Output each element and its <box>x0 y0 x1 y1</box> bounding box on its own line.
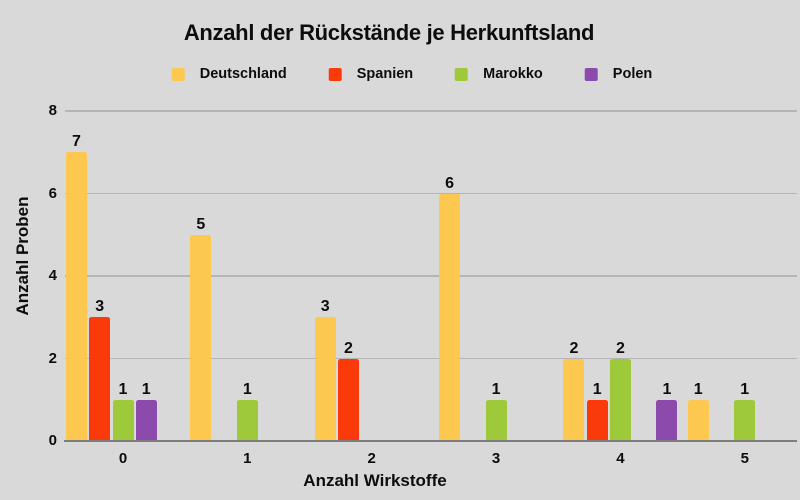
legend-swatch-polen <box>584 67 598 81</box>
bar-value-label: 1 <box>491 380 501 398</box>
x-tick-label-2: 2 <box>367 450 376 467</box>
gridline-y-4 <box>65 275 797 277</box>
x-tick-label-1: 1 <box>243 450 252 467</box>
y-tick-label-0: 0 <box>48 432 57 449</box>
y-tick-label-8: 8 <box>48 102 57 119</box>
bar-deutschland-group2 <box>314 317 336 441</box>
bar-marokko-group5 <box>734 399 756 441</box>
legend-item-marokko: Marokko <box>455 66 543 82</box>
bar-marokko-group4 <box>609 358 631 441</box>
x-axis-title: Anzahl Wirkstoffe <box>303 471 447 490</box>
bar-deutschland-group4 <box>563 358 585 441</box>
bar-value-label: 1 <box>662 380 672 398</box>
x-tick-label-0: 0 <box>118 450 128 467</box>
bar-polen-group4 <box>656 399 678 441</box>
legend-label: Spanien <box>356 66 414 82</box>
bar-spanien-group4 <box>586 399 608 441</box>
legend-swatch-deutschland <box>171 67 185 81</box>
gridline-y-2 <box>65 357 797 360</box>
x-tick-label-5: 5 <box>740 450 749 467</box>
bar-polen-group0 <box>135 399 157 441</box>
x-tick-label-4: 4 <box>616 450 625 467</box>
x-tick-label-3: 3 <box>491 450 501 467</box>
bar-value-label: 1 <box>740 380 750 398</box>
legend-item-spanien: Spanien <box>328 66 414 82</box>
legend-label: Marokko <box>483 66 543 82</box>
y-tick-label-4: 4 <box>48 267 57 284</box>
legend-label: Deutschland <box>199 66 287 82</box>
chart-title: Anzahl der Rückstände je Herkunftsland <box>183 20 595 45</box>
bar-value-label: 2 <box>569 339 579 357</box>
y-tick-label-6: 6 <box>48 184 57 202</box>
bar-deutschland-group5 <box>687 399 709 441</box>
bar-value-label: 1 <box>141 380 151 398</box>
legend-swatch-marokko <box>455 67 469 81</box>
bar-value-label: 3 <box>320 298 330 316</box>
legend-item-polen: Polen <box>584 66 653 82</box>
bar-value-label: 3 <box>95 298 105 316</box>
y-tick-label-2: 2 <box>48 349 57 367</box>
bar-value-label: 2 <box>343 339 353 357</box>
gridline-y-8 <box>65 110 797 112</box>
x-axis-line <box>64 439 797 442</box>
bar-value-label: 1 <box>592 380 602 398</box>
gridline-y-6 <box>65 192 797 195</box>
legend-swatch-spanien <box>328 67 342 81</box>
bar-deutschland-group3 <box>439 193 461 441</box>
bar-value-label: 1 <box>118 380 128 398</box>
bar-value-label: 1 <box>693 380 703 398</box>
legend-label: Polen <box>612 66 653 82</box>
bar-marokko-group1 <box>236 399 258 441</box>
legend-item-deutschland: Deutschland <box>171 66 287 82</box>
legend: Deutschland Spanien Marokko Polen <box>171 66 653 82</box>
bar-value-label: 5 <box>196 215 206 233</box>
y-axis-title: Anzahl Proben <box>13 196 32 316</box>
bar-spanien-group2 <box>337 358 359 441</box>
bar-value-label: 6 <box>445 174 454 192</box>
bar-value-label: 2 <box>615 339 625 357</box>
bar-value-label: 1 <box>242 380 252 398</box>
bar-value-label: 7 <box>72 133 81 151</box>
bar-deutschland-group0 <box>66 152 87 441</box>
bar-marokko-group3 <box>485 399 507 441</box>
bar-deutschland-group1 <box>190 234 212 441</box>
bar-marokko-group0 <box>112 399 134 441</box>
bar-spanien-group0 <box>89 317 111 441</box>
